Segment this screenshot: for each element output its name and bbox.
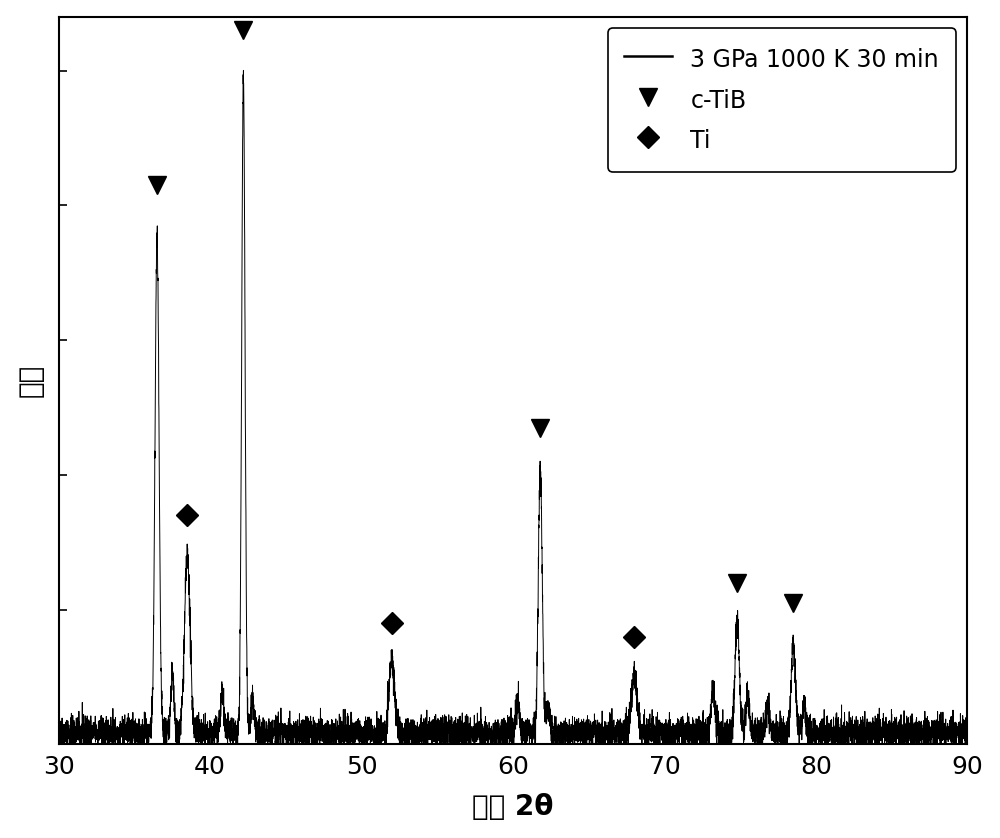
X-axis label: 角度 2θ: 角度 2θ	[472, 794, 554, 821]
Legend: 3 GPa 1000 K 30 min, c-TiB, Ti: 3 GPa 1000 K 30 min, c-TiB, Ti	[608, 28, 956, 172]
Y-axis label: 强度: 强度	[17, 364, 45, 397]
